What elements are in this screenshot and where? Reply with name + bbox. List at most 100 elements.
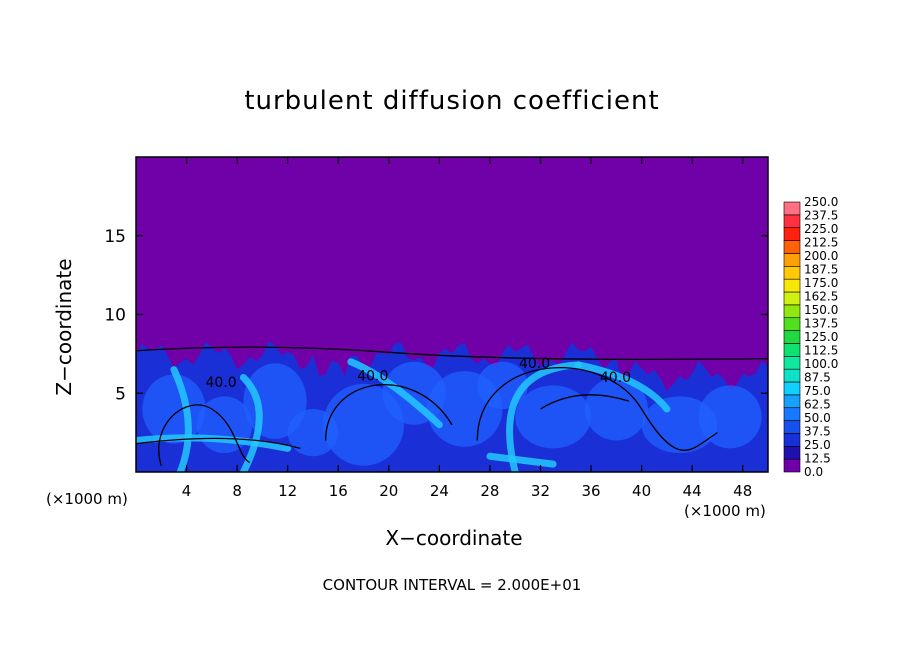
colorbar-swatch [783,445,801,460]
boundary-layer-region [136,341,768,472]
cyan-streak-3 [506,361,582,472]
colorbar-swatch [783,304,801,319]
colorbar-label: 200.0 [804,249,838,263]
colorbar-swatch [783,343,801,357]
contour-interval-note: CONTOUR INTERVAL = 2.000E+01 [322,576,582,594]
eddy-11 [477,361,528,409]
colorbar-swatch [783,278,801,293]
contour-label: 40.0 [519,356,550,372]
x-tick-label: 40 [632,482,651,500]
colorbar-swatch [783,381,801,396]
contour-line-2 [476,367,718,451]
eddy-7 [584,377,648,441]
colorbar-swatch [783,355,801,370]
eddy-4 [382,361,446,425]
colorbar-label: 250.0 [804,195,838,209]
cyan-streak-5 [486,452,557,468]
colorbar-swatch [783,240,801,254]
eddy-9 [698,385,762,449]
eddy-3 [323,383,404,466]
cyan-streak-0 [170,366,192,472]
z-unit-label: (×1000 m) [46,490,128,508]
colorbar-swatch [783,420,801,434]
colorbar-label: 25.0 [804,438,831,452]
x-tick-label: 24 [430,482,449,500]
contour-line-1 [324,383,453,441]
z-tick-label: 15 [104,227,126,247]
colorbar-label: 237.5 [804,209,838,223]
colorbar-swatch [783,201,801,216]
colorbar-swatch [783,394,801,409]
colorbar-swatch [783,265,801,280]
colorbar-swatch [783,330,801,344]
y-axis-label: Z−coordinate [52,258,76,396]
colorbar-label: 12.5 [804,452,831,466]
colorbar-label: 75.0 [804,384,831,398]
cyan-streak-4 [574,361,671,413]
colorbar-label: 125.0 [804,330,838,344]
colorbar-label: 162.5 [804,290,838,304]
colorbar-label: 37.5 [804,425,831,439]
x-tick-label: 8 [232,482,242,500]
x-ticks: 4 8 12 16 20 24 28 32 36 40 44 48 [182,157,752,500]
colorbar-label: 112.5 [804,344,838,358]
colorbar-swatch [783,368,801,383]
eddy-10 [287,409,339,457]
cyan-streak-1 [239,374,263,472]
eddy-2 [243,363,307,439]
colorbar-label: 100.0 [804,357,838,371]
colorbar-label: 137.5 [804,317,838,331]
x-tick-label: 32 [531,482,550,500]
heatmap-field [136,157,768,472]
contour-labels: 40.0 40.0 40.0 40.0 [206,356,632,391]
contour-label: 40.0 [357,369,388,385]
x-tick-label: 4 [182,482,192,500]
x-axis-label: X−coordinate [385,526,523,550]
contour-line-5 [136,346,768,361]
z-ticks: 5 10 15 [104,227,768,404]
colorbar-swatch [783,317,801,331]
field-background [136,157,768,472]
colorbar-label: 150.0 [804,303,838,317]
eddy-1 [196,396,253,454]
plot-frame [135,156,769,473]
contour-label: 40.0 [206,375,237,391]
x-tick-label: 28 [480,482,499,500]
eddy-5 [426,371,503,447]
colorbar-label: 212.5 [804,236,838,250]
x-unit-label: (×1000 m) [684,502,766,520]
eddy-0 [142,374,206,444]
z-tick-label: 5 [115,384,126,404]
contour-line-4 [540,394,630,410]
contour-line-0 [158,404,251,466]
eddy-8 [641,396,718,454]
x-tick-label: 12 [278,482,297,500]
z-tick-label: 10 [104,306,126,326]
colorbar-label: 187.5 [804,263,838,277]
eddy-6 [515,385,592,449]
colorbar-swatch [783,433,801,447]
colorbar-label: 225.0 [804,222,838,236]
cyan-streak-6 [136,434,292,452]
colorbar-swatch [783,458,801,473]
colorbar-label: 62.5 [804,398,831,412]
colorbar-swatch [783,227,801,241]
colorbar-label: 87.5 [804,371,831,385]
chart-title: turbulent diffusion coefficient [244,86,660,116]
colorbar-swatch [783,253,801,267]
contour-line-3 [136,437,301,450]
colorbar-label: 0.0 [804,465,823,479]
x-tick-label: 48 [733,482,752,500]
contour-label: 40.0 [600,370,631,386]
cyan-streak-2 [347,358,443,429]
x-tick-label: 20 [379,482,398,500]
colorbar-swatch [783,214,801,229]
x-tick-label: 16 [329,482,348,500]
colorbar: 0.012.525.037.550.062.575.087.5100.0112.… [783,195,838,479]
colorbar-swatch [783,407,801,421]
x-tick-label: 36 [581,482,600,500]
colorbar-label: 50.0 [804,411,831,425]
x-tick-label: 44 [683,482,702,500]
colorbar-label: 175.0 [804,276,838,290]
